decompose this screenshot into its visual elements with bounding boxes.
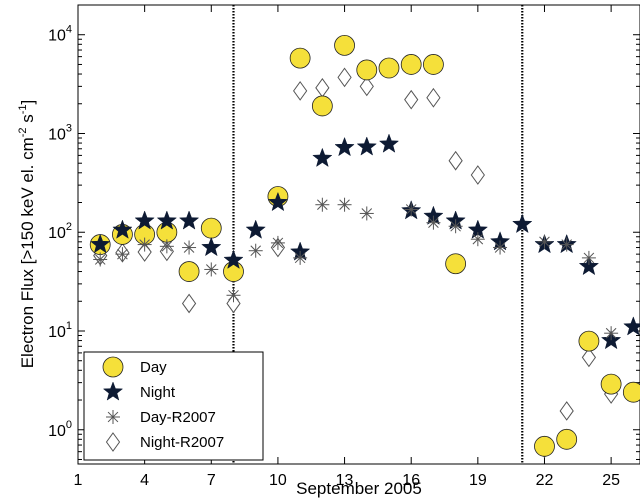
x-axis-title: September 2005 — [296, 479, 422, 498]
star-point — [201, 236, 222, 257]
circle-point — [600, 373, 622, 395]
y-axis: 100 101 102 103 104 — [48, 4, 640, 460]
asterisk-point — [581, 250, 596, 265]
star-point — [156, 210, 178, 230]
legend-circle-marker — [102, 356, 124, 378]
asterisk-point — [493, 240, 508, 255]
legend: Day Night Day-R2007 Night-R2007 — [83, 351, 264, 461]
star-point — [134, 210, 155, 230]
circle-point — [178, 261, 200, 282]
star-point — [178, 210, 200, 230]
asterisk-point — [426, 215, 441, 230]
diamond-point — [337, 67, 352, 88]
legend-markers — [102, 356, 124, 452]
circle-point — [356, 59, 378, 81]
legend-asterisk-marker — [106, 410, 120, 424]
x-tick-label: 13 — [336, 472, 354, 489]
y-axis-title-sup2: -1 — [17, 104, 29, 114]
circle-point — [311, 95, 333, 117]
circle-point — [556, 428, 578, 450]
x-tick-label: 25 — [602, 472, 620, 489]
diamond-point — [470, 165, 485, 185]
circle-point — [423, 54, 444, 75]
legend-star-marker — [102, 381, 124, 401]
asterisk-point — [293, 250, 308, 265]
x-axis: 1 4 7 10 13 16 19 22 25 — [74, 5, 620, 489]
legend-label-day: Day — [140, 359, 167, 376]
asterisk-point — [248, 243, 263, 258]
x-tick-label: 22 — [536, 472, 554, 489]
asterisk-point — [537, 234, 552, 249]
circle-point — [622, 381, 640, 403]
star-point — [223, 249, 244, 269]
asterisk-point — [226, 288, 241, 303]
circle-point — [445, 253, 467, 275]
legend-diamond-marker — [105, 432, 121, 452]
star-point — [334, 136, 355, 157]
circle-point — [200, 217, 222, 239]
star-point — [267, 191, 289, 212]
x-tick-label: 16 — [402, 472, 420, 489]
diamond-point — [426, 87, 441, 108]
diamond-point — [559, 401, 574, 421]
asterisk-point — [93, 252, 108, 267]
star-point — [245, 219, 266, 239]
star-point — [623, 316, 640, 336]
x-tick-label: 1 — [74, 472, 83, 489]
circle-point — [400, 54, 422, 75]
x-tick-label: 19 — [469, 472, 487, 489]
y-axis-title-end: ] — [18, 100, 37, 105]
asterisk-point — [115, 247, 130, 262]
asterisk-point — [559, 237, 574, 252]
asterisk-point — [182, 240, 197, 255]
asterisk-point — [448, 219, 463, 234]
star-point — [578, 255, 600, 276]
x-tick-label: 10 — [269, 472, 287, 489]
asterisk-point — [159, 239, 174, 254]
star-point — [112, 219, 133, 239]
diamond-point — [404, 89, 419, 110]
star-point — [356, 136, 377, 156]
diamond-point — [181, 293, 197, 314]
legend-label-night: Night — [140, 384, 176, 401]
star-point — [512, 213, 533, 234]
diamond-point — [581, 347, 597, 368]
y-tick-label: 103 — [48, 122, 72, 143]
data-points — [89, 34, 640, 459]
x-tick-label: 4 — [140, 472, 149, 489]
legend-label-day-r2007: Day-R2007 — [140, 409, 216, 426]
y-axis-title-sup1: -2 — [17, 127, 29, 137]
y-tick-label: 102 — [48, 221, 72, 242]
star-point — [312, 147, 333, 168]
y-axis-title: Electron Flux [>150 keV el. cm-2 s-1] — [17, 100, 37, 369]
legend-label-night-r2007: Night-R2007 — [140, 434, 224, 451]
diamond-point — [448, 150, 463, 171]
x-tick-label: 7 — [207, 472, 216, 489]
circle-point — [578, 330, 600, 352]
y-tick-label: 101 — [48, 320, 72, 341]
y-axis-title-mid: s — [18, 114, 37, 127]
circle-point — [378, 57, 400, 79]
asterisk-point — [359, 206, 374, 221]
star-point — [378, 133, 400, 153]
asterisk-point — [315, 197, 330, 212]
asterisk-point — [137, 237, 152, 252]
y-tick-label: 100 — [48, 419, 72, 440]
star-point — [90, 233, 111, 254]
circle-point — [534, 435, 555, 457]
diamond-point — [359, 76, 374, 97]
asterisk-point — [404, 202, 419, 217]
asterisk-point — [470, 232, 485, 247]
asterisk-point — [337, 197, 352, 212]
circle-point — [289, 47, 311, 69]
circle-point — [334, 34, 355, 56]
asterisk-point — [604, 326, 619, 341]
y-tick-label: 104 — [48, 24, 72, 45]
asterisk-point — [270, 235, 285, 250]
asterisk-point — [204, 262, 219, 277]
y-axis-title-main: Electron Flux [>150 keV el. cm — [18, 137, 37, 368]
diamond-point — [293, 81, 308, 101]
